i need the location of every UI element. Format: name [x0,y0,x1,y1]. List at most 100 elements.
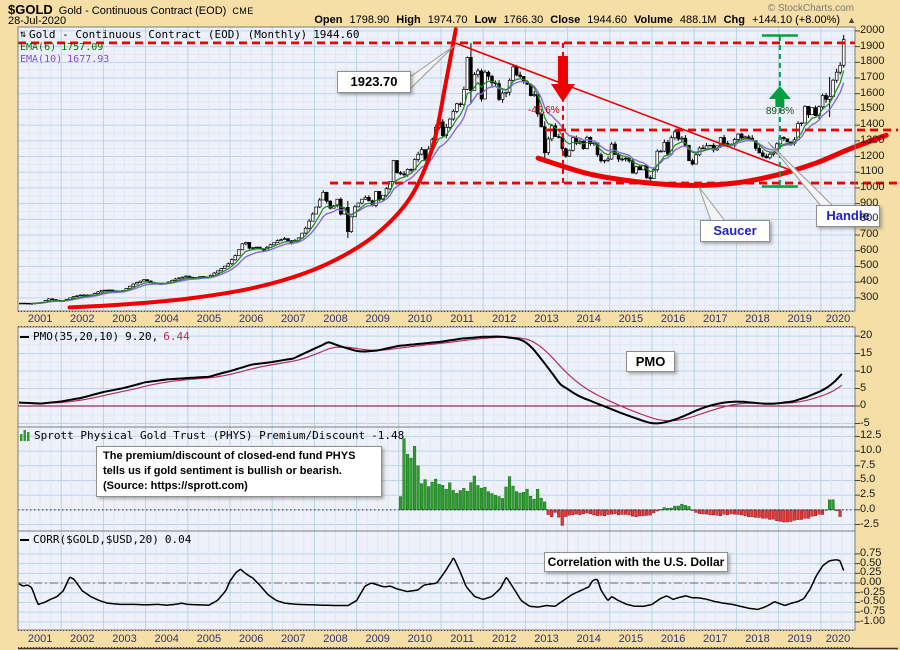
up-arrow-icon [768,86,791,99]
main-legend-title: Gold - Continuous Contract (EOD) (Monthl… [29,28,308,41]
x-axis-year-label: 2003 [112,633,137,645]
y-axis-label: -1.00 [860,614,886,627]
x-axis-year-label: 2011 [450,313,474,325]
phys-legend: Sprott Physical Gold Trust (PHYS) Premiu… [20,429,404,442]
y-axis-label: 500 [860,259,879,272]
peak-price-callout: 1923.70 [337,71,411,93]
quote-label: Volume [633,14,673,26]
corr-value: 0.04 [164,533,192,546]
x-axis-year-label: 2005 [196,313,222,325]
symbol-name: Gold - Continuous Contract (EOD) [58,5,227,17]
quote-label: Chg [723,14,745,26]
y-axis-label: 0.25 [860,566,882,579]
y-axis-label: 2000 [860,23,885,36]
x-axis-year-label: 2016 [660,633,686,645]
x-axis-year-label: 2010 [407,633,433,645]
quote-value: 1766.30 [503,14,544,26]
y-axis-label: 900 [860,196,879,209]
y-axis-label: 1100 [860,165,884,178]
phys-note-line3: (Source: https://sprott.com) [103,480,248,492]
x-axis-year-label: 2016 [660,313,686,325]
x-axis-year-label: 2005 [196,633,222,645]
phys-note-box: The premium/discount of closed-end fund … [96,446,382,497]
quote-label: Low [474,14,497,26]
ema6-value: 1757.09 [61,42,104,53]
x-axis-year-label: 2006 [238,313,264,325]
pmo-line [18,335,843,425]
x-axis-year-label: 2001 [27,633,53,645]
quote-label: Close [550,14,581,26]
exchange: CME [232,6,254,16]
y-axis-label: 1700 [860,71,885,84]
y-axis-label: 1600 [860,86,885,99]
x-axis-year-label: 2015 [618,633,644,645]
y-axis-label: 0.0 [860,502,876,515]
phys-note-line1: The premium/discount of closed-end fund … [103,450,356,462]
pmo-line-icon [20,335,29,338]
rise-percent-label: 89.8% [765,106,795,117]
corr-legend: CORR($GOLD,$USD,20) 0.04 [20,533,191,546]
y-axis-label: 300 [860,290,879,303]
y-axis-label: 1300 [860,133,885,146]
x-axis-year-label: 2004 [154,313,179,325]
x-axis-year-label: 2008 [323,313,348,325]
quote-label: High [396,14,421,26]
x-axis-year-label: 2004 [154,633,179,645]
y-axis-label: 20 [860,329,873,342]
ema10-value: 1677.93 [67,54,110,65]
x-axis-year-label: 2002 [70,313,95,325]
x-axis-year-label: 2014 [576,313,601,325]
pmo-signal-line [18,336,843,422]
histogram-icon [20,430,30,441]
pmo-legend-text: PMO(35,20,10) [33,330,120,343]
quote-row: Open 1798.90 High 1974.70 Low 1766.30 Close 194… [314,14,856,26]
x-axis-year-label: 2007 [281,633,306,645]
x-axis-year-label: 2008 [323,633,348,645]
x-axis-year-label: 2015 [618,313,644,325]
plot-background [18,27,855,311]
x-axis-year-label: 2013 [534,313,559,325]
main-legend: ⇅ Gold - Continuous Contract (EOD) (Mont… [20,28,360,41]
y-axis-label: 1000 [860,180,885,193]
saucer-callout: Saucer [700,220,770,242]
quote-value: 1974.70 [427,14,468,26]
x-axis-year-label: 2019 [787,313,812,325]
y-axis-label: -0.25 [860,585,886,598]
corr-label-box: Correlation with the U.S. Dollar [544,552,728,572]
chart-header: $GOLD Gold - Continuous Contract (EOD) C… [8,2,254,17]
y-axis-label: 0.00 [860,576,882,589]
y-axis-label: 12.5 [860,429,882,442]
phys-note-line2: tells us if gold sentiment is bullish or… [103,465,342,477]
ema6-legend: EMA(6) 1757.09 [20,42,103,53]
x-axis-year-label: 2018 [745,633,770,645]
corr-line-icon [20,538,29,541]
drop-percent-label: -45.6% [528,105,560,116]
handle-callout: Handle [816,205,880,227]
quote-value: 1798.90 [349,14,390,26]
y-axis-label: 700 [860,228,879,240]
x-axis-year-label: 2017 [703,633,728,645]
phys-value: -1.48 [371,429,405,442]
x-axis-year-label: 2020 [825,313,851,325]
ema10-name: EMA(10) [20,54,63,65]
y-axis-label: 15 [860,346,873,359]
x-axis-year-label: 2019 [787,633,812,645]
parabolic-trend-curve [67,27,458,310]
ema10-legend: EMA(10) 1677.93 [20,54,109,65]
x-axis-year-label: 2001 [27,313,53,325]
y-axis-label: 400 [860,275,879,288]
x-axis-year-label: 2002 [70,633,95,645]
y-axis-label: -5 [860,416,870,429]
y-axis-label: 1200 [860,149,885,162]
pmo-legend: PMO(35,20,10) 9.20, 6.44 [20,330,190,343]
x-axis-year-label: 2014 [576,633,601,645]
x-axis-year-label: 2006 [238,633,264,645]
y-axis-label: -0.50 [860,595,886,608]
x-axis-year-label: 2012 [492,633,517,645]
y-axis-label: 5 [860,381,867,394]
copyright: © StockCharts.com [767,3,854,14]
pmo-value: 9.20, [125,330,159,343]
corr-legend-text: CORR($GOLD,$USD,20) [33,533,159,546]
x-axis-year-label: 2017 [703,313,728,325]
y-axis-label: 10 [860,364,873,377]
